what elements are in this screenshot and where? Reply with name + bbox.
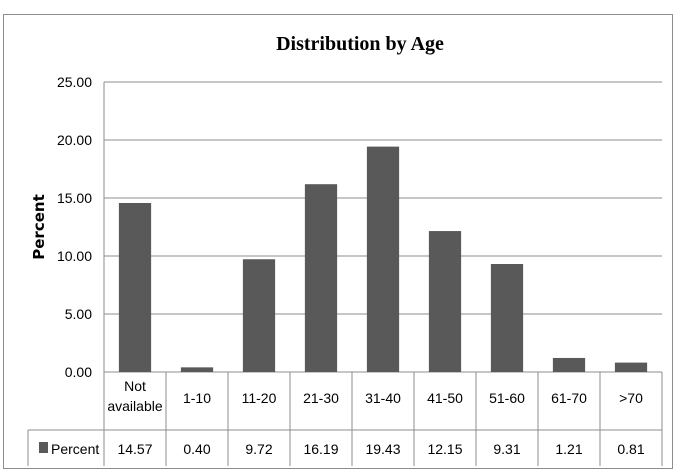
x-category-label: 61-70	[551, 390, 587, 406]
table-value-cell: 16.19	[303, 441, 338, 457]
y-tick-label: 15.00	[57, 190, 92, 206]
table-value-cell: 0.40	[183, 441, 210, 457]
y-tick-label: 0.00	[65, 364, 92, 380]
table-value-cell: 9.31	[493, 441, 520, 457]
legend-series-label: Percent	[51, 441, 99, 457]
x-category-label: 1-10	[183, 390, 211, 406]
bar	[552, 357, 586, 372]
bar	[490, 264, 524, 372]
table-value-cell: 9.72	[245, 441, 272, 457]
y-axis-label: Percent	[30, 194, 48, 259]
bar	[242, 259, 276, 372]
x-category-label: Not available	[107, 378, 162, 414]
chart-frame	[3, 14, 673, 469]
x-category-label: 31-40	[365, 390, 401, 406]
y-axis-ticks: 0.00 5.00 10.00 15.00 20.00 25.00	[57, 74, 92, 380]
y-tick-label: 20.00	[57, 132, 92, 148]
x-category-label: 41-50	[427, 390, 463, 406]
table-value-cell: 14.57	[117, 441, 152, 457]
bar	[614, 362, 648, 372]
table-value-cell: 19.43	[365, 441, 400, 457]
bar	[118, 202, 152, 372]
bar	[366, 146, 400, 372]
chart-title: Distribution by Age	[276, 33, 444, 55]
x-category-label: 51-60	[489, 390, 525, 406]
x-category-label: >70	[619, 390, 643, 406]
bar	[180, 367, 214, 372]
y-tick-label: 10.00	[57, 248, 92, 264]
data-table: Not available 14.57 1-10 0.40 11-20 9.72 21-30 1…	[27, 372, 663, 466]
x-category-label: 21-30	[303, 390, 339, 406]
legend-swatch	[39, 442, 48, 453]
y-tick-label: 5.00	[65, 306, 92, 322]
bar	[304, 184, 338, 372]
y-tick-label: 25.00	[57, 74, 92, 90]
table-value-cell: 1.21	[555, 441, 582, 457]
bar	[428, 231, 462, 372]
x-category-label: 11-20	[242, 390, 277, 406]
bars	[118, 146, 648, 372]
table-value-cell: 12.15	[427, 441, 462, 457]
table-value-cell: 0.81	[617, 441, 644, 457]
